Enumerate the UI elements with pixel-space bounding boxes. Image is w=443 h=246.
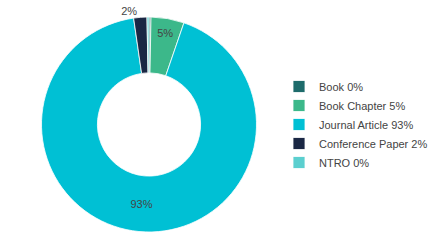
svg-text:93%: 93% [130,198,152,210]
svg-text:NTRO 0%: NTRO 0% [319,157,369,169]
svg-text:Journal Article 93%: Journal Article 93% [319,119,413,131]
svg-text:Book Chapter 5%: Book Chapter 5% [319,100,405,112]
svg-text:Conference Paper 2%: Conference Paper 2% [319,138,427,150]
svg-text:Book 0%: Book 0% [319,81,363,93]
svg-text:2%: 2% [121,5,137,17]
svg-text:5%: 5% [157,27,173,39]
